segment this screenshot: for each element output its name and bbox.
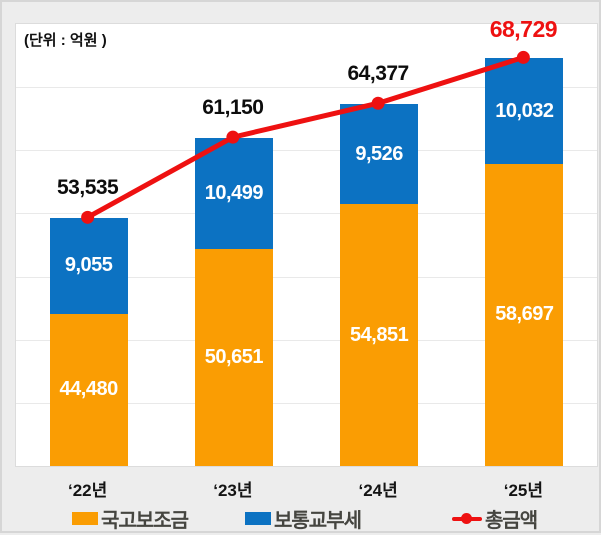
legend-item-grant-tax: 보통교부세: [245, 505, 362, 532]
total-value-label: 64,377: [347, 62, 410, 86]
legend-line-marker-icon: [452, 512, 482, 525]
total-value-label: 53,535: [57, 176, 119, 200]
legend-label-total: 총금액: [485, 509, 538, 532]
plot-area: (단위 : 억원 ) 44,480 9,055 50,651 10,499 54,851…: [15, 23, 598, 467]
x-axis-label: ‘23년: [213, 481, 253, 500]
gridline: [16, 402, 597, 404]
bar-segment-value-label: 9,055: [64, 254, 113, 277]
gridline: [16, 276, 597, 278]
bar-segment-subsidy: 54,851: [340, 204, 419, 466]
total-value-label: 61,150: [202, 96, 264, 120]
bar-segment-grant-tax: 10,499: [194, 138, 273, 249]
bar-segment-value-label: 44,480: [59, 378, 119, 401]
legend-label-grant-tax: 보통교부세: [274, 509, 362, 532]
legend-swatch-blue: [245, 511, 271, 525]
bar-segment-subsidy: 44,480: [49, 313, 128, 466]
bar-segment-value-label: 50,651: [204, 345, 264, 368]
bar-segment-grant-tax: 10,032: [485, 58, 564, 164]
bar-segment-value-label: 9,526: [355, 142, 403, 165]
bar-segment-value-label: 58,697: [495, 303, 554, 326]
unit-label: (단위 : 억원 ): [24, 32, 107, 49]
legend-item-subsidy: 국고보조금: [72, 505, 189, 532]
x-axis-label: ‘25년: [503, 481, 544, 500]
bar-segment-value-label: 54,851: [350, 323, 409, 346]
legend: 국고보조금 보통교부세 총금액: [15, 505, 596, 532]
gridline: [16, 339, 597, 341]
bar-segment-subsidy: 50,651: [194, 248, 273, 466]
x-axis-label: ‘22년: [67, 481, 108, 500]
bar-segment-subsidy: 58,697: [485, 163, 564, 466]
total-value-label: 68,729: [489, 16, 558, 43]
bar-segment-grant-tax: 9,526: [340, 104, 419, 205]
bar-segment-grant-tax: 9,055: [49, 218, 128, 314]
x-axis-label: ‘24년: [358, 481, 398, 500]
bar-segment-value-label: 10,499: [204, 181, 264, 204]
bar-segment-value-label: 10,032: [495, 99, 554, 122]
legend-label-subsidy: 국고보조금: [101, 509, 189, 532]
legend-item-total: 총금액: [452, 505, 538, 532]
legend-swatch-orange: [72, 511, 98, 525]
